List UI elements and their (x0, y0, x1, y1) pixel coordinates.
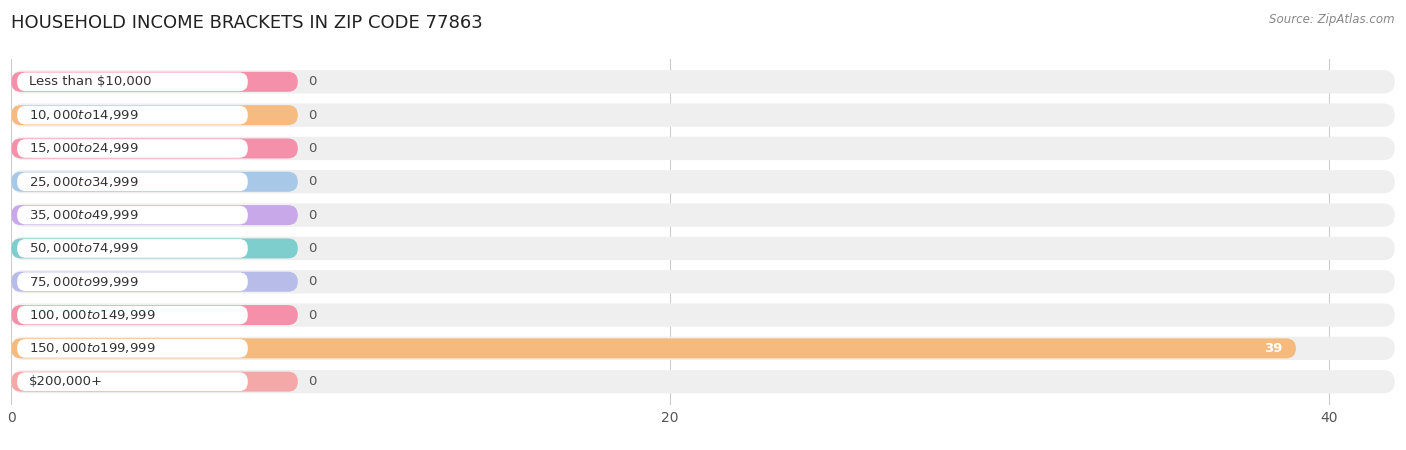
FancyBboxPatch shape (11, 70, 1395, 94)
FancyBboxPatch shape (17, 139, 247, 158)
FancyBboxPatch shape (11, 172, 298, 192)
Text: 0: 0 (308, 309, 316, 322)
FancyBboxPatch shape (17, 206, 247, 225)
FancyBboxPatch shape (11, 139, 298, 158)
Text: $25,000 to $34,999: $25,000 to $34,999 (30, 175, 139, 189)
Text: 0: 0 (308, 209, 316, 221)
FancyBboxPatch shape (11, 305, 298, 325)
Text: HOUSEHOLD INCOME BRACKETS IN ZIP CODE 77863: HOUSEHOLD INCOME BRACKETS IN ZIP CODE 77… (11, 14, 484, 32)
Text: 39: 39 (1264, 342, 1282, 355)
Text: Source: ZipAtlas.com: Source: ZipAtlas.com (1270, 14, 1395, 27)
FancyBboxPatch shape (17, 106, 247, 125)
FancyBboxPatch shape (11, 270, 1395, 293)
FancyBboxPatch shape (11, 170, 1395, 194)
Text: 0: 0 (308, 108, 316, 122)
FancyBboxPatch shape (17, 239, 247, 258)
Text: $35,000 to $49,999: $35,000 to $49,999 (30, 208, 139, 222)
Text: Less than $10,000: Less than $10,000 (30, 75, 152, 88)
FancyBboxPatch shape (11, 303, 1395, 327)
FancyBboxPatch shape (11, 338, 1296, 358)
FancyBboxPatch shape (11, 205, 298, 225)
FancyBboxPatch shape (11, 137, 1395, 160)
Text: 0: 0 (308, 175, 316, 188)
FancyBboxPatch shape (11, 105, 298, 125)
Text: $10,000 to $14,999: $10,000 to $14,999 (30, 108, 139, 122)
Text: $15,000 to $24,999: $15,000 to $24,999 (30, 141, 139, 155)
Text: $75,000 to $99,999: $75,000 to $99,999 (30, 275, 139, 289)
Text: $100,000 to $149,999: $100,000 to $149,999 (30, 308, 156, 322)
FancyBboxPatch shape (11, 72, 298, 92)
Text: 0: 0 (308, 75, 316, 88)
FancyBboxPatch shape (11, 370, 1395, 393)
FancyBboxPatch shape (11, 104, 1395, 127)
FancyBboxPatch shape (17, 72, 247, 91)
FancyBboxPatch shape (17, 306, 247, 324)
FancyBboxPatch shape (11, 272, 298, 292)
FancyBboxPatch shape (17, 372, 247, 391)
FancyBboxPatch shape (17, 172, 247, 191)
FancyBboxPatch shape (11, 203, 1395, 227)
FancyBboxPatch shape (17, 272, 247, 291)
Text: 0: 0 (308, 242, 316, 255)
FancyBboxPatch shape (11, 337, 1395, 360)
Text: 0: 0 (308, 142, 316, 155)
FancyBboxPatch shape (11, 372, 298, 392)
Text: 0: 0 (308, 375, 316, 388)
FancyBboxPatch shape (17, 339, 247, 358)
Text: 0: 0 (308, 275, 316, 288)
Text: $50,000 to $74,999: $50,000 to $74,999 (30, 241, 139, 256)
Text: $200,000+: $200,000+ (30, 375, 104, 388)
FancyBboxPatch shape (11, 238, 298, 258)
Text: $150,000 to $199,999: $150,000 to $199,999 (30, 342, 156, 356)
FancyBboxPatch shape (11, 237, 1395, 260)
